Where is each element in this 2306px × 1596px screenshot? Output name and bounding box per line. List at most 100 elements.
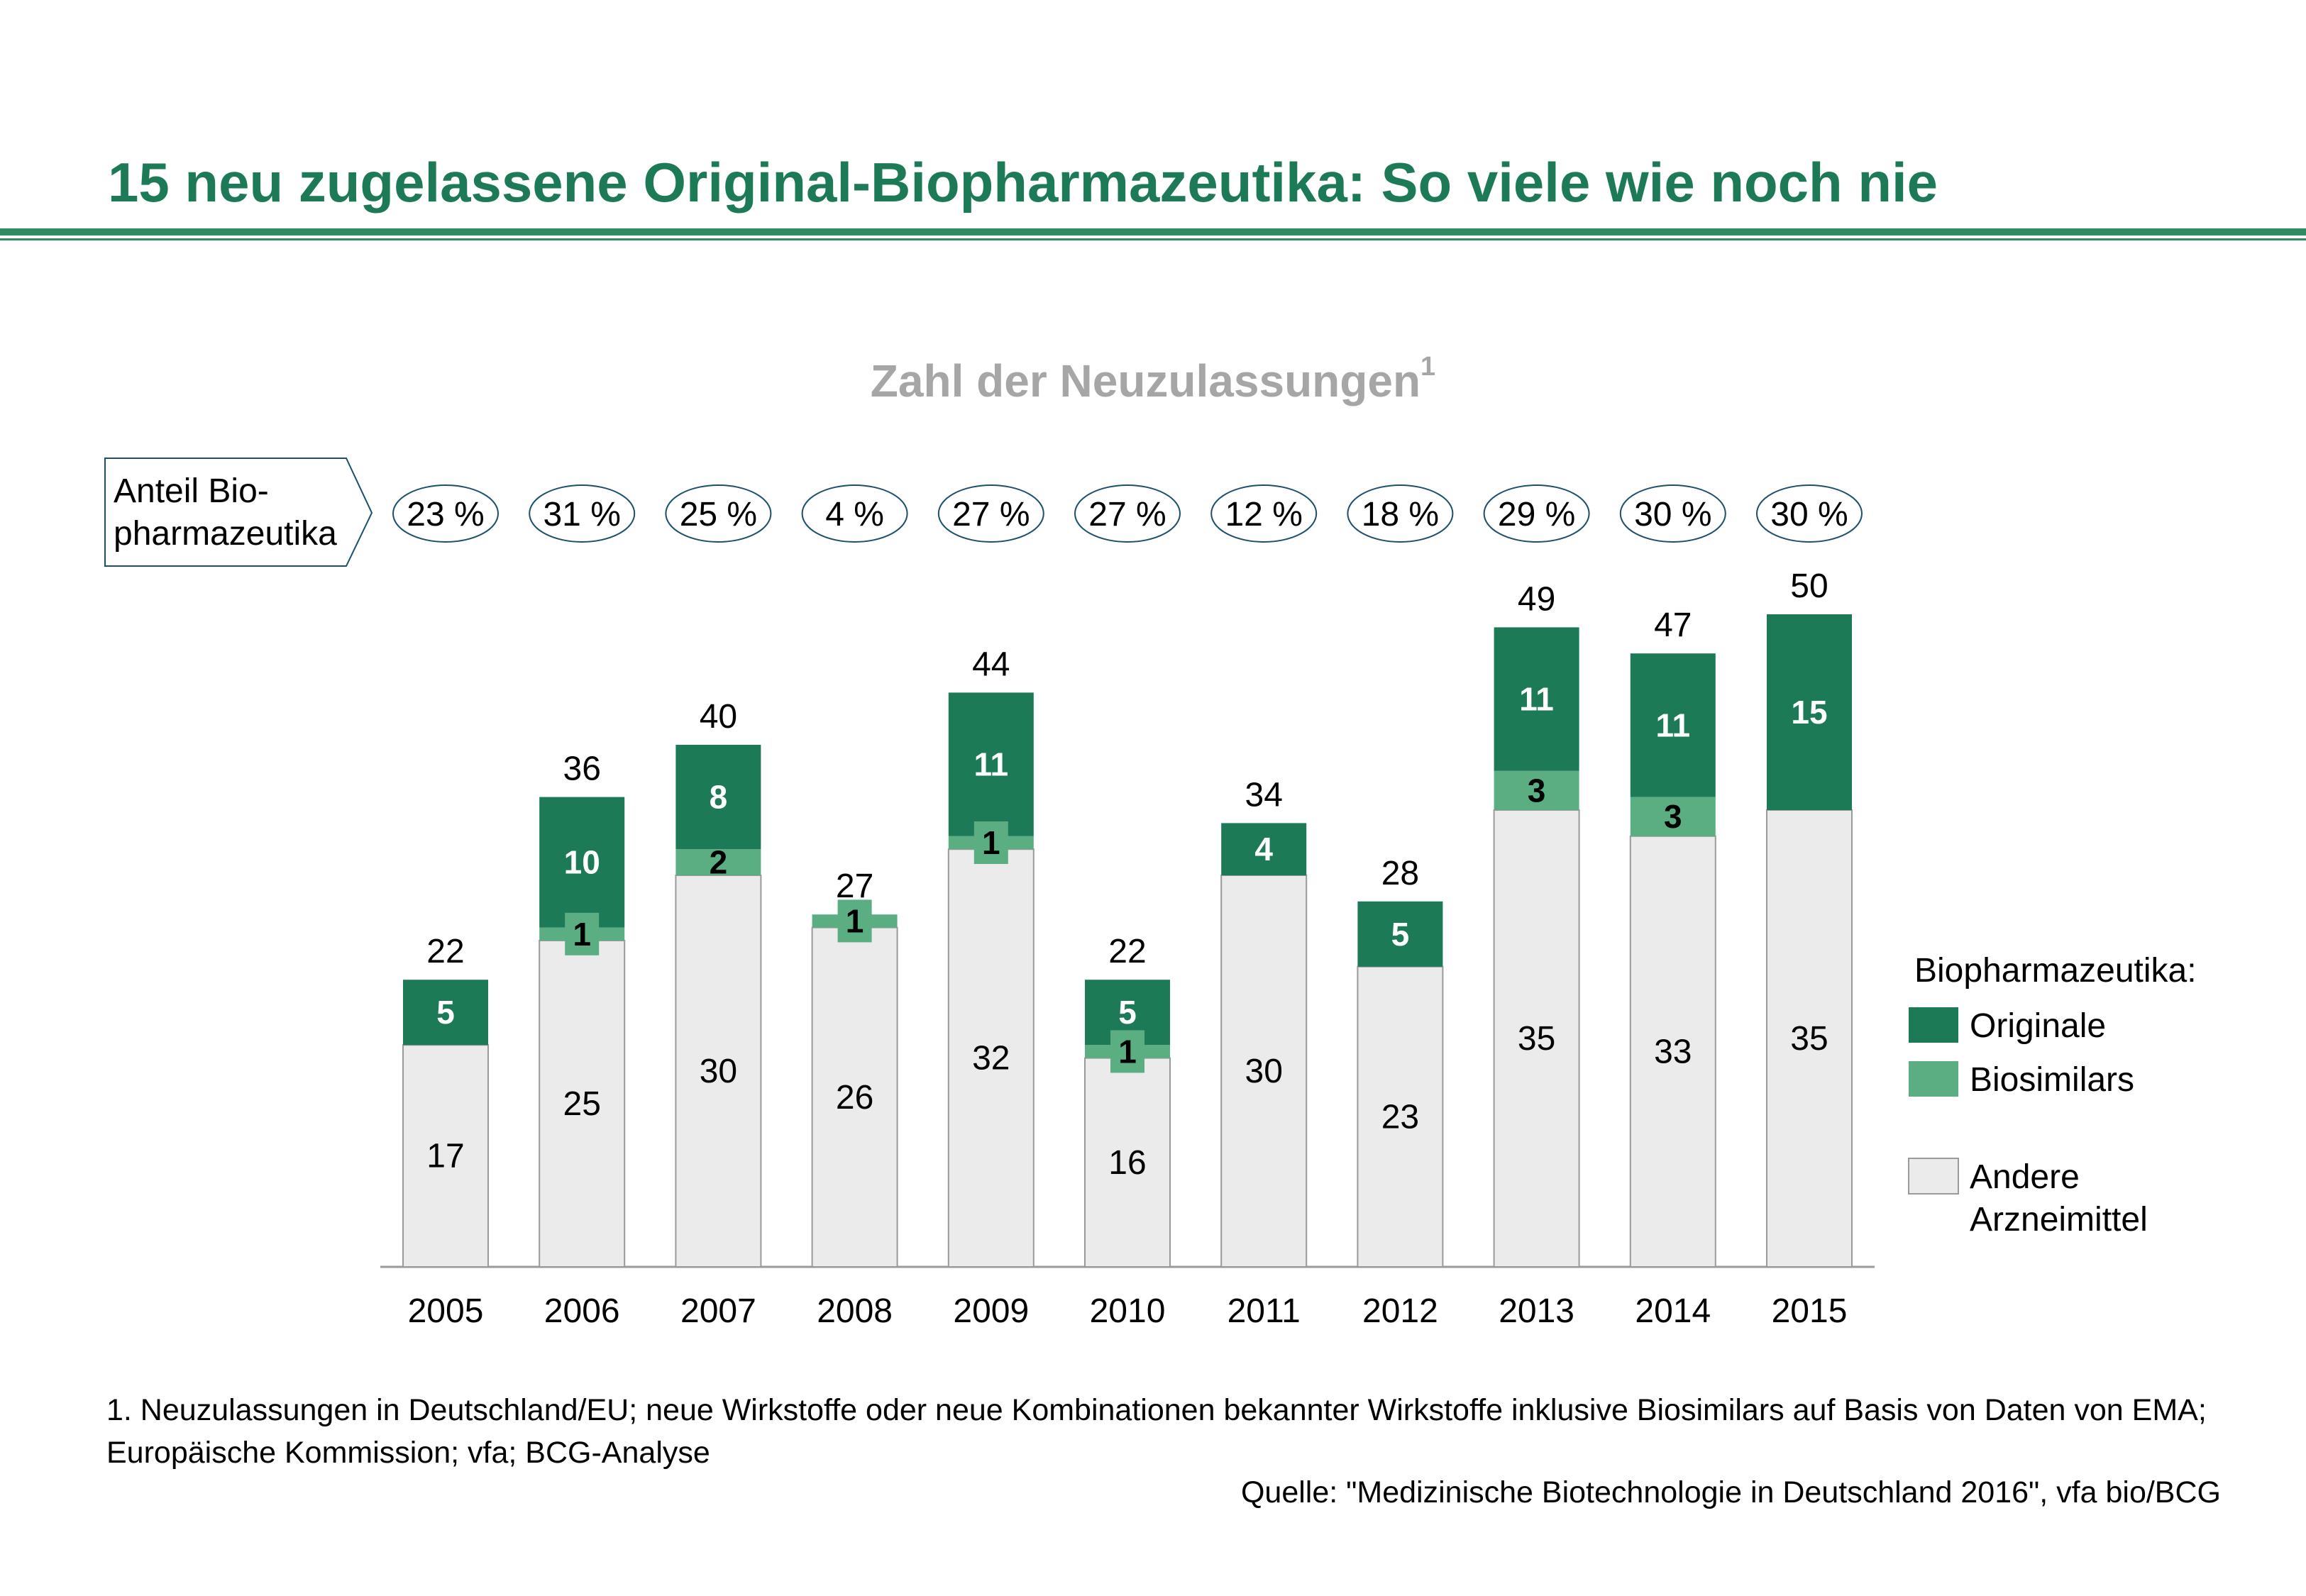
bar-andere-2007 [675, 875, 762, 1268]
source-note: Quelle: "Medizinische Biotechnologie in … [1240, 1475, 2221, 1509]
x-tick-label-2008: 2008 [817, 1292, 893, 1330]
biosimilars-badge-2010 [1110, 1030, 1144, 1073]
value-label-originale-2010: 5 [1118, 994, 1137, 1031]
value-label-originale-2012: 5 [1391, 916, 1410, 953]
legend-label-3-2: Arzneimittel [1970, 1201, 2148, 1238]
value-label-andere-2014: 33 [1654, 1033, 1692, 1070]
page-title: 15 neu zugelassene Original-Biopharmazeu… [108, 151, 1938, 214]
bar-biosimilars-2014 [1630, 797, 1716, 836]
bar-originale-2012 [1357, 901, 1443, 967]
bar-andere-2006 [539, 940, 626, 1268]
value-label-andere-2015: 35 [1790, 1020, 1828, 1058]
value-label-andere-2008: 26 [836, 1079, 873, 1116]
legend-label-2-1: Biosimilars [1970, 1061, 2134, 1099]
x-tick-label-2009: 2009 [953, 1292, 1029, 1330]
total-label-2013: 49 [1518, 580, 1555, 618]
biosimilars-badge-2006 [565, 912, 600, 955]
x-tick-label-2005: 2005 [408, 1292, 484, 1330]
total-label-2014: 47 [1654, 606, 1692, 644]
x-tick-label-2014: 2014 [1635, 1292, 1711, 1330]
total-label-2006: 36 [563, 750, 601, 788]
bar-andere-2011 [1220, 875, 1308, 1268]
share-bubble-2010 [1074, 484, 1181, 543]
total-label-2011: 34 [1245, 776, 1283, 814]
bar-originale-2005 [403, 980, 488, 1046]
title-rule-thin [0, 238, 2306, 240]
value-label-biosimilars-2009: 1 [982, 824, 1000, 861]
value-label-biosimilars-2006: 1 [573, 916, 591, 953]
chart-title-footnote-marker: 1 [1420, 351, 1436, 382]
bar-andere-2015 [1766, 809, 1853, 1268]
value-label-originale-2015: 15 [1791, 694, 1827, 731]
legend-swatch-3 [1908, 1158, 1959, 1195]
value-label-originale-2011: 4 [1254, 831, 1273, 868]
value-label-biosimilars-2007: 2 [710, 844, 728, 881]
share-bubble-2007 [665, 484, 772, 543]
bar-originale-2014 [1630, 653, 1716, 797]
bar-andere-2013 [1493, 809, 1580, 1268]
x-tick-label-2015: 2015 [1772, 1292, 1848, 1330]
bar-originale-2009 [948, 692, 1034, 836]
x-tick-label-2007: 2007 [680, 1292, 756, 1330]
share-label-2009: 27 % [952, 496, 1030, 533]
bar-andere-2005 [402, 1044, 489, 1268]
bar-originale-2013 [1494, 627, 1579, 771]
value-label-originale-2005: 5 [436, 994, 455, 1031]
total-label-2008: 27 [836, 868, 873, 905]
value-label-originale-2009: 11 [973, 746, 1008, 783]
share-label-2006: 31 % [543, 496, 620, 533]
value-label-andere-2007: 30 [700, 1053, 737, 1090]
share-row-label-line-2: pharmazeutika [114, 515, 337, 553]
value-label-andere-2005: 17 [426, 1138, 464, 1175]
bar-biosimilars-2007 [675, 849, 761, 875]
legend-swatch-2 [1909, 1061, 1958, 1097]
share-bubble-2008 [801, 484, 908, 543]
share-bubble-2005 [392, 484, 499, 543]
value-label-biosimilars-2014: 3 [1664, 798, 1682, 835]
bar-originale-2015 [1767, 614, 1852, 810]
x-tick-label-2013: 2013 [1499, 1292, 1574, 1330]
bar-originale-2011 [1221, 823, 1307, 875]
value-label-biosimilars-2008: 1 [846, 902, 864, 939]
chart-title-text: Zahl der Neuzulassungen [870, 355, 1421, 406]
bar-originale-2007 [675, 745, 761, 850]
value-label-andere-2012: 23 [1381, 1098, 1419, 1136]
value-label-biosimilars-2010: 1 [1118, 1033, 1137, 1070]
total-label-2012: 28 [1381, 855, 1419, 892]
share-bubble-2014 [1619, 484, 1726, 543]
total-label-2007: 40 [700, 698, 737, 736]
legend-label-1-1: Originale [1970, 1007, 2106, 1045]
share-bubble-2006 [529, 484, 636, 543]
share-label-2007: 25 % [680, 496, 757, 533]
legend-swatch-1 [1909, 1007, 1958, 1043]
total-label-2009: 44 [972, 645, 1010, 683]
x-tick-label-2011: 2011 [1228, 1292, 1301, 1330]
bar-andere-2008 [811, 926, 898, 1268]
title-rule [0, 228, 2306, 235]
share-label-2005: 23 % [407, 496, 484, 533]
share-bubble-2012 [1347, 484, 1454, 543]
share-label-2014: 30 % [1634, 496, 1711, 533]
share-bubble-2009 [937, 484, 1044, 543]
legend-label-3-1: Andere [1970, 1158, 2080, 1196]
bar-andere-2014 [1629, 835, 1716, 1268]
value-label-andere-2011: 30 [1245, 1053, 1283, 1090]
value-label-andere-2013: 35 [1518, 1020, 1555, 1058]
share-label-2011: 12 % [1225, 496, 1302, 533]
share-row-label-box [104, 458, 373, 567]
share-label-2008: 4 % [825, 496, 884, 533]
bar-originale-2006 [539, 797, 625, 928]
total-label-2010: 22 [1108, 933, 1146, 970]
value-label-andere-2010: 16 [1108, 1144, 1146, 1182]
value-label-biosimilars-2013: 3 [1528, 772, 1546, 809]
x-tick-label-2010: 2010 [1090, 1292, 1166, 1330]
share-bubble-2015 [1756, 484, 1863, 543]
total-label-2015: 50 [1790, 567, 1828, 605]
x-tick-label-2006: 2006 [544, 1292, 620, 1330]
bar-andere-2009 [947, 848, 1035, 1268]
x-tick-label-2012: 2012 [1362, 1292, 1438, 1330]
value-label-originale-2006: 10 [564, 844, 600, 881]
value-label-originale-2007: 8 [710, 779, 728, 816]
legend-title: Biopharmazeutika: [1914, 952, 2197, 990]
value-label-originale-2013: 11 [1519, 681, 1554, 718]
